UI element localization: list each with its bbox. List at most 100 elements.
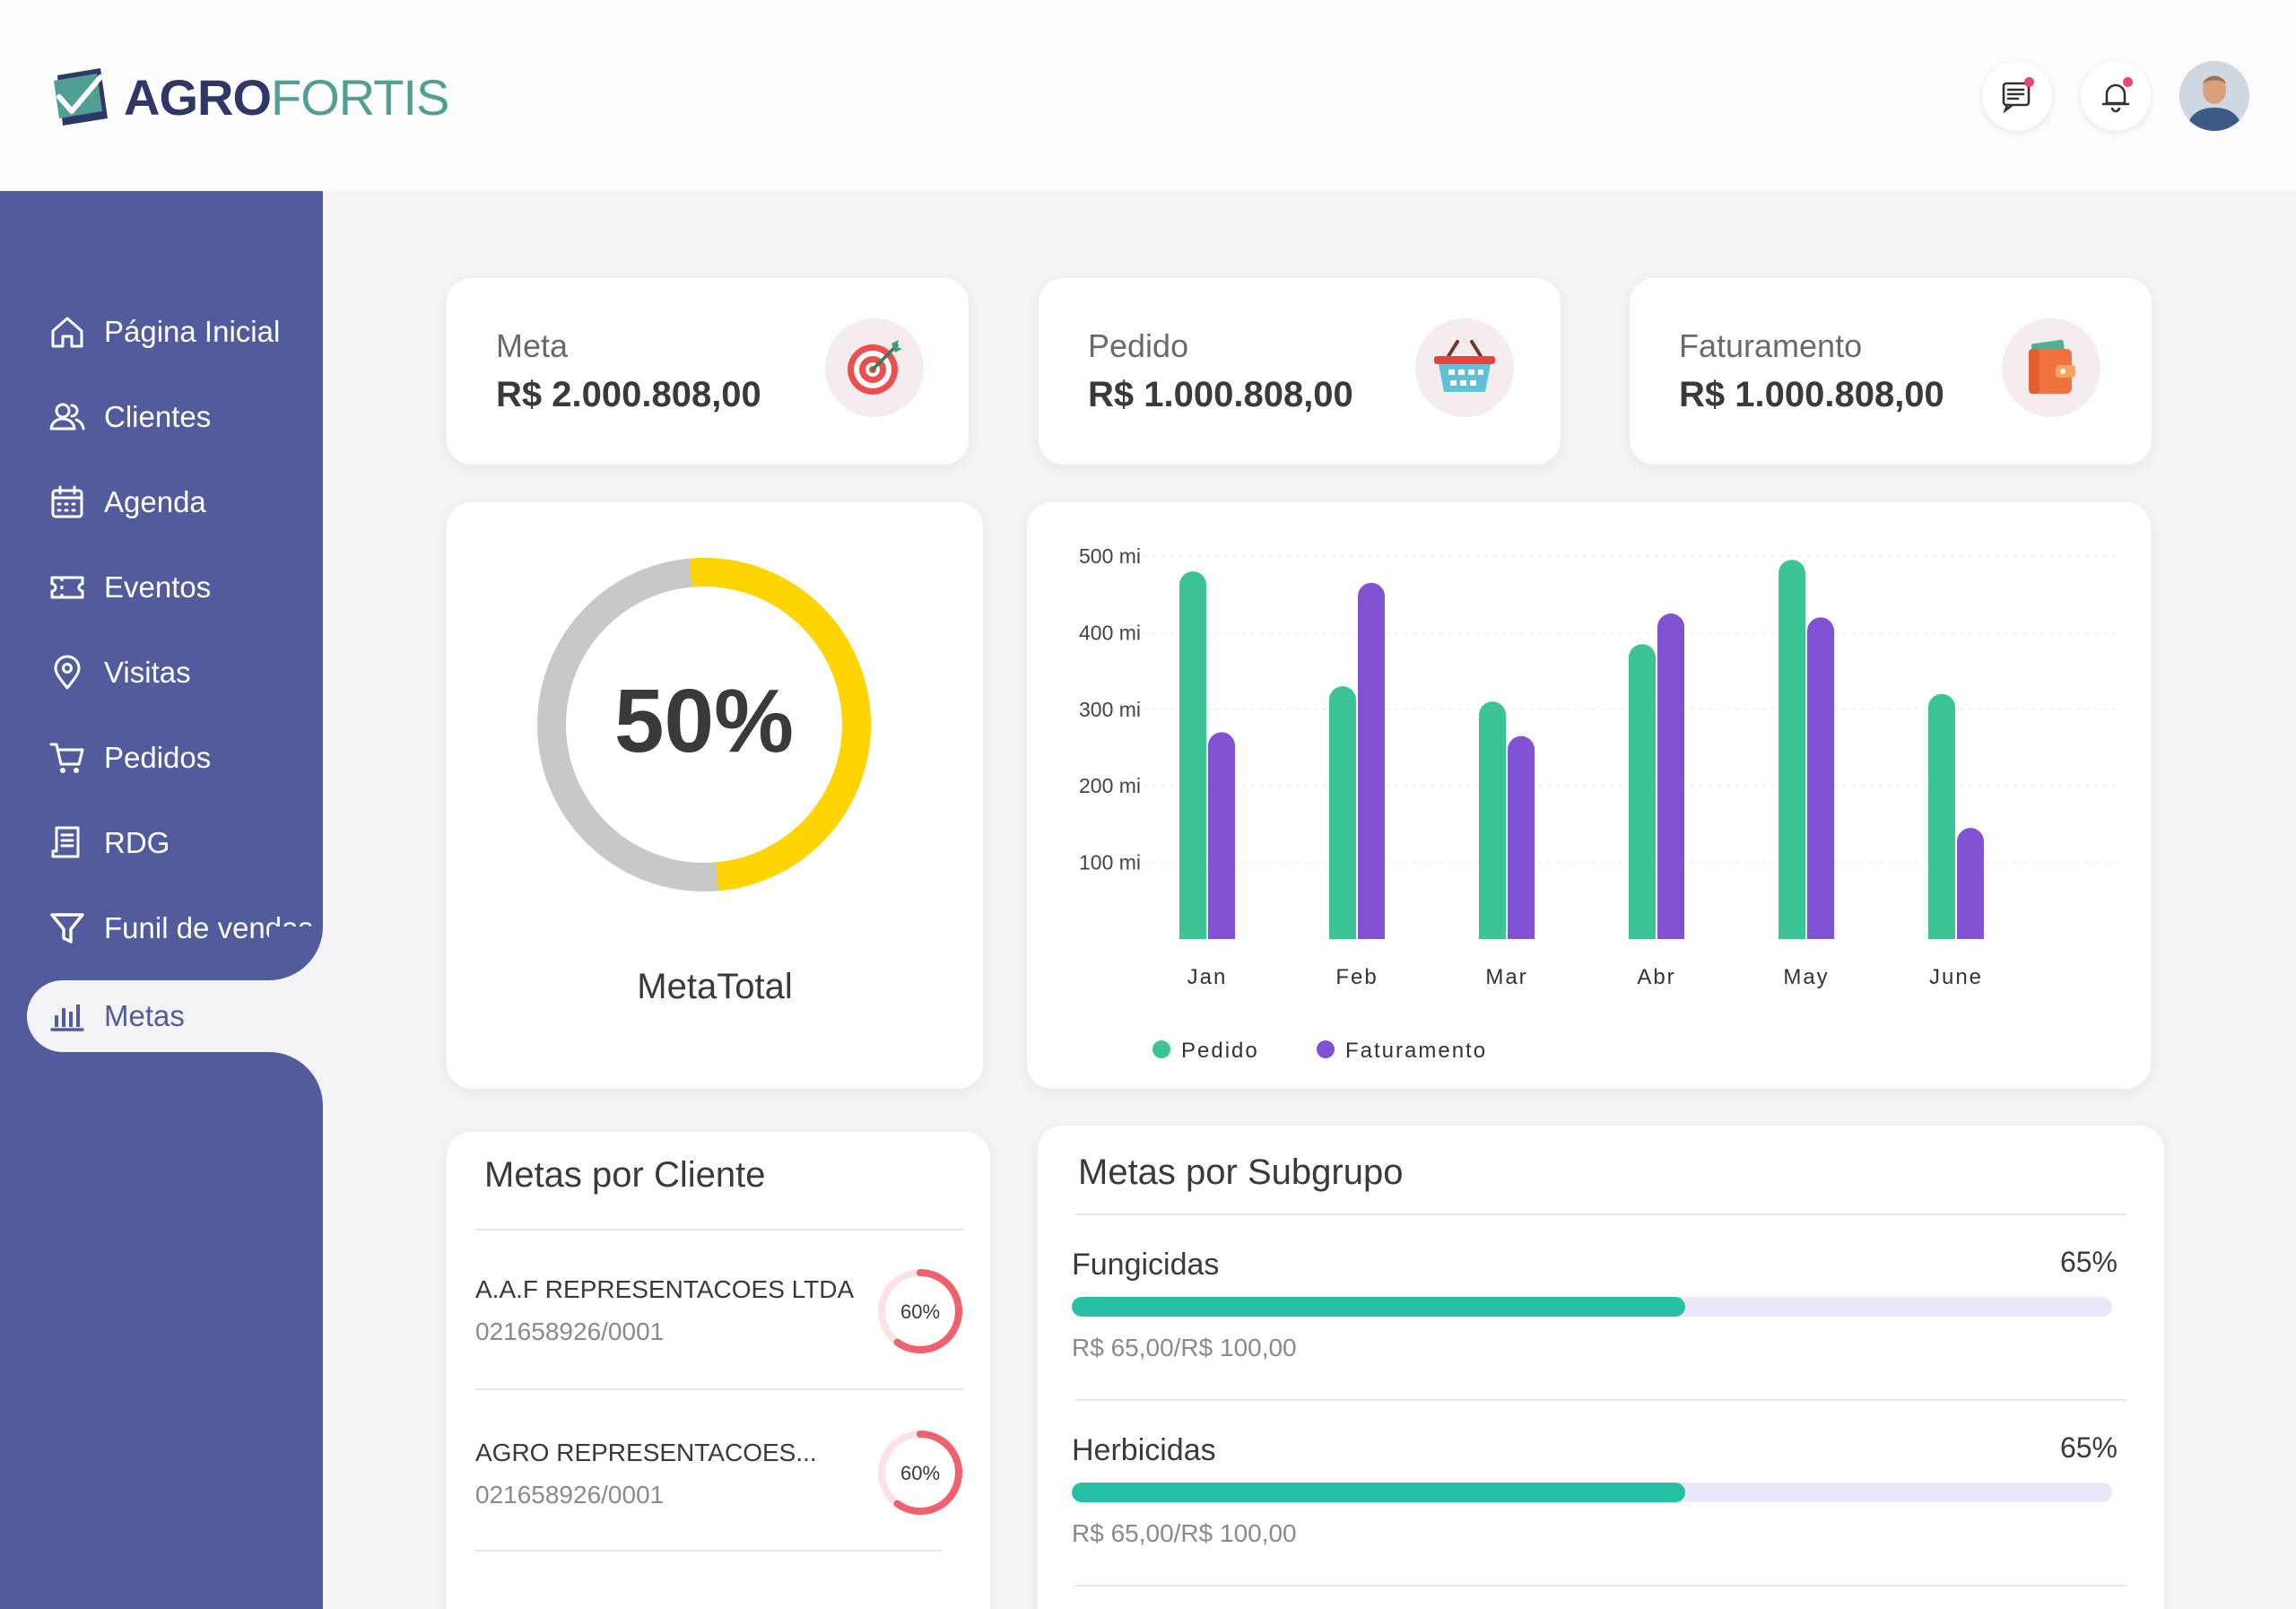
sidebar-item-label: Clientes — [104, 400, 212, 433]
subgroup-name: Fungicidas — [1072, 1248, 1220, 1282]
client-name: A.A.F REPRESENTACOES LTDA — [475, 1275, 855, 1303]
subgroup-progress-fill — [1072, 1483, 1686, 1502]
metas-por-subgrupo-title: Metas por Subgrupo — [1078, 1152, 1404, 1192]
stat-label: Meta — [496, 327, 569, 364]
logo-mark-icon — [54, 68, 108, 126]
sidebar-item-label: Eventos — [104, 570, 212, 604]
legend-label: Faturamento — [1345, 1039, 1487, 1063]
sidebar-item-pagina-inicial[interactable]: Página Inicial — [27, 296, 323, 368]
meta-total-donut: 50% — [537, 558, 871, 891]
sidebar-item-agenda[interactable]: Agenda — [27, 466, 323, 538]
subgroup-progress-fill — [1072, 1297, 1686, 1317]
bar-faturamento — [1807, 617, 1834, 939]
subgroup-progress-track — [1072, 1297, 2112, 1317]
bar-faturamento — [1358, 582, 1385, 939]
stat-label: Faturamento — [1679, 327, 1863, 364]
donut-value-text: 50% — [614, 671, 794, 771]
legend-swatch — [1317, 1040, 1335, 1058]
x-tick-label: June — [1929, 965, 1983, 989]
x-tick-label: May — [1783, 965, 1829, 989]
stat-value: R$ 1.000.808,00 — [1088, 375, 1353, 414]
brand-logo[interactable]: AGROFORTIS — [52, 65, 449, 129]
active-tab-curve-top — [269, 926, 323, 980]
client-name: AGRO REPRESENTACOES... — [475, 1439, 817, 1466]
divider — [1075, 1213, 2126, 1215]
x-tick-label: Jan — [1187, 965, 1228, 989]
subgroup-name: Herbicidas — [1072, 1433, 1216, 1467]
divider — [475, 1229, 963, 1231]
users-icon — [49, 403, 85, 431]
user-avatar[interactable] — [2179, 61, 2249, 131]
donut-progress — [537, 558, 871, 891]
ticket-icon — [50, 576, 84, 599]
metas-por-cliente-card: Metas por Cliente A.A.F REPRESENTACOES L… — [447, 1132, 990, 1609]
bar-pedido — [1479, 701, 1506, 939]
bar-faturamento — [1208, 732, 1235, 939]
client-percent: 60% — [900, 1300, 940, 1323]
stat-label: Pedido — [1088, 327, 1189, 364]
subgroup-amount: R$ 65,00/R$ 100,00 — [1072, 1519, 1297, 1547]
stat-card-faturamento: Faturamento R$ 1.000.808,00 — [1630, 278, 2152, 465]
sidebar-item-eventos[interactable]: Eventos — [27, 552, 323, 623]
sidebar-item-label: Agenda — [104, 485, 206, 518]
stat-value: R$ 2.000.808,00 — [496, 375, 761, 414]
x-tick-label: Abr — [1637, 965, 1675, 989]
stat-card-meta: Meta R$ 2.000.808,00 — [447, 278, 969, 465]
pedido-faturamento-chart-card: 100 mi 200 mi 300 mi 400 mi 500 mi Jan Feb Mar A… — [1027, 502, 2151, 1089]
bar-faturamento — [1957, 828, 1984, 939]
messages-button[interactable] — [1982, 61, 2052, 131]
y-tick-label: 500 mi — [1079, 544, 1141, 568]
sidebar-item-label: Metas — [104, 999, 185, 1032]
bar-pedido — [1179, 571, 1206, 939]
brand-part-2: FORTIS — [271, 68, 449, 126]
bar-pedido — [1928, 693, 1955, 939]
bar-faturamento — [1508, 735, 1535, 939]
bar-pedido — [1329, 686, 1356, 939]
notifications-badge — [2123, 77, 2133, 87]
sidebar-item-label: Visitas — [104, 656, 191, 689]
sidebar-item-label: Pedidos — [104, 741, 212, 774]
metas-por-cliente-title: Metas por Cliente — [484, 1155, 766, 1195]
message-icon — [2002, 82, 2031, 113]
notifications-button[interactable] — [2081, 61, 2151, 131]
subgroup-percent: 65% — [2059, 1246, 2118, 1278]
donut-label: MetaTotal — [637, 967, 793, 1006]
sidebar-item-rdg[interactable]: RDG — [27, 807, 323, 879]
y-tick-label: 400 mi — [1079, 621, 1141, 644]
meta-total-card: 50% MetaTotal — [447, 502, 983, 1089]
bar-chart-icon — [50, 1005, 84, 1031]
client-document: 021658926/0001 — [475, 1318, 665, 1345]
legend-label: Pedido — [1181, 1039, 1259, 1063]
funnel-icon — [50, 913, 84, 944]
bar-chart: 100 mi 200 mi 300 mi 400 mi 500 mi Jan Feb Mar A… — [1079, 544, 2121, 1063]
calendar-icon — [51, 485, 83, 518]
sidebar-item-label: RDG — [104, 826, 170, 859]
stat-icon-wrapper — [825, 318, 924, 417]
divider — [1075, 1585, 2126, 1587]
stat-value: R$ 1.000.808,00 — [1679, 375, 1944, 414]
messages-badge — [2024, 77, 2034, 87]
subgroup-percent: 65% — [2059, 1431, 2118, 1464]
client-progress-ring: 60% — [878, 1431, 962, 1515]
legend-swatch — [1152, 1040, 1170, 1058]
sidebar-item-label: Página Inicial — [104, 315, 281, 348]
sidebar-item-clientes[interactable]: Clientes — [27, 381, 323, 453]
client-document: 021658926/0001 — [475, 1481, 665, 1509]
y-tick-label: 200 mi — [1079, 774, 1141, 797]
basket-icon — [1434, 340, 1495, 392]
subgroup-progress-track — [1072, 1483, 2112, 1502]
sidebar-item-visitas[interactable]: Visitas — [27, 637, 323, 709]
stat-card-pedido: Pedido R$ 1.000.808,00 — [1039, 278, 1561, 465]
sidebar-item-pedidos[interactable]: Pedidos — [27, 722, 323, 794]
bar-faturamento — [1657, 613, 1684, 939]
target-icon — [848, 340, 902, 395]
y-tick-label: 300 mi — [1079, 698, 1141, 721]
client-progress-ring: 60% — [878, 1269, 962, 1353]
sidebar-item-metas[interactable]: Metas — [27, 980, 323, 1052]
bell-icon — [2101, 83, 2130, 113]
stat-icon-wrapper — [1415, 318, 1514, 417]
stat-icon-wrapper — [2002, 318, 2100, 417]
y-tick-label: 100 mi — [1079, 851, 1141, 874]
top-header: AGROFORTIS — [0, 0, 2296, 191]
metas-por-subgrupo-card: Metas por Subgrupo Fungicidas 65% R$ 65,… — [1038, 1126, 2164, 1609]
